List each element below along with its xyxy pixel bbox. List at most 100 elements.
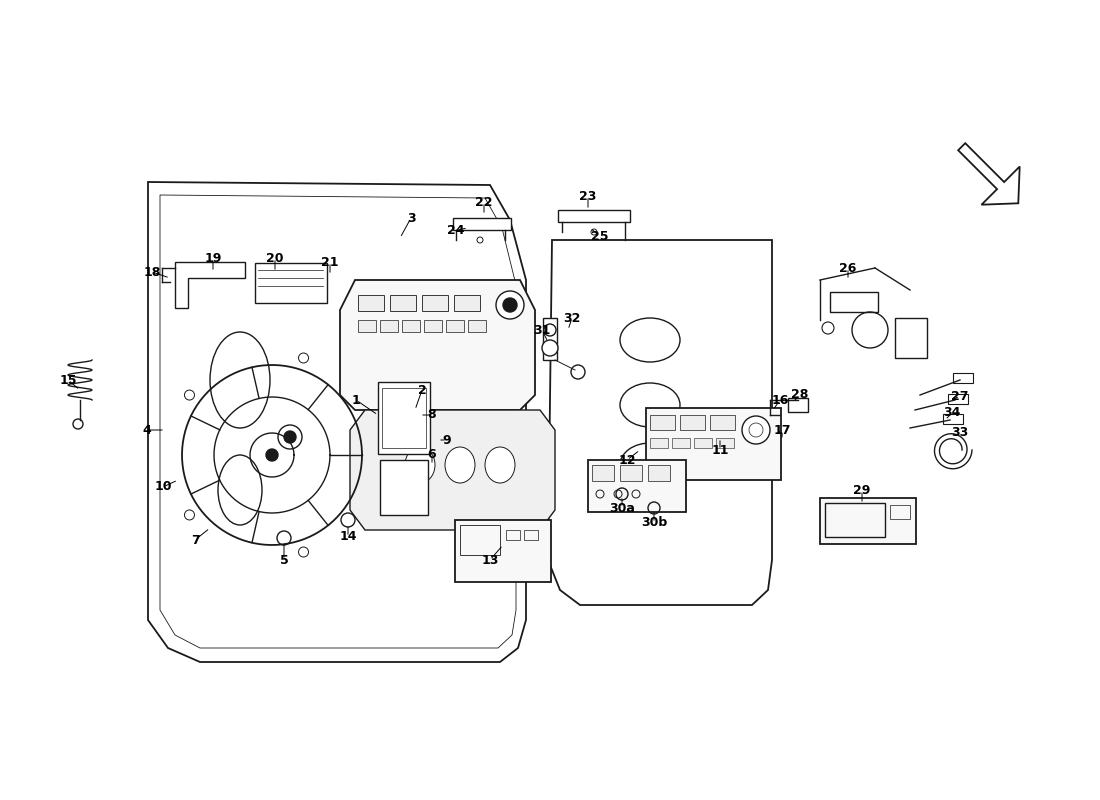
Bar	[424, 320, 442, 332]
Text: 30b: 30b	[641, 517, 667, 530]
Text: 27: 27	[952, 390, 969, 402]
Bar	[648, 465, 670, 481]
Bar	[948, 394, 968, 404]
Text: 21: 21	[321, 255, 339, 269]
Bar	[710, 415, 735, 430]
Bar	[620, 465, 642, 481]
Bar	[468, 320, 486, 332]
Bar	[506, 530, 520, 540]
Bar	[825, 503, 886, 537]
Text: 20: 20	[266, 251, 284, 265]
Bar	[558, 210, 630, 222]
Ellipse shape	[620, 318, 680, 362]
Text: 7: 7	[190, 534, 199, 546]
Bar	[943, 414, 962, 424]
Polygon shape	[958, 143, 1020, 205]
Bar	[255, 263, 327, 303]
Text: 15: 15	[59, 374, 77, 386]
Circle shape	[496, 291, 524, 319]
Bar	[358, 295, 384, 311]
Ellipse shape	[210, 332, 270, 428]
Circle shape	[768, 428, 782, 442]
Polygon shape	[340, 280, 535, 410]
Text: 29: 29	[854, 483, 871, 497]
Bar	[650, 438, 668, 448]
Text: 19: 19	[205, 251, 222, 265]
Bar	[446, 320, 464, 332]
Circle shape	[284, 431, 296, 443]
Ellipse shape	[218, 455, 262, 525]
Text: 23: 23	[580, 190, 596, 202]
Bar	[830, 292, 878, 312]
Text: 33: 33	[952, 426, 969, 438]
Bar	[524, 530, 538, 540]
Bar	[788, 398, 808, 412]
Bar	[680, 415, 705, 430]
Text: 6: 6	[428, 449, 437, 462]
Bar	[460, 525, 500, 555]
Bar	[716, 438, 734, 448]
Bar	[453, 218, 512, 230]
Text: 14: 14	[339, 530, 356, 543]
Bar	[422, 295, 448, 311]
Bar	[378, 382, 430, 454]
Circle shape	[73, 419, 82, 429]
Text: 34: 34	[944, 406, 960, 419]
Text: 24: 24	[448, 223, 464, 237]
Text: 2: 2	[418, 383, 427, 397]
Bar	[890, 505, 910, 519]
Bar	[379, 320, 398, 332]
Circle shape	[542, 340, 558, 356]
Text: 22: 22	[475, 195, 493, 209]
Bar	[358, 320, 376, 332]
Circle shape	[742, 416, 770, 444]
Ellipse shape	[446, 447, 475, 483]
Text: 12: 12	[618, 454, 636, 466]
Ellipse shape	[620, 443, 680, 487]
Bar	[455, 520, 551, 582]
Text: 32: 32	[563, 311, 581, 325]
Circle shape	[266, 449, 278, 461]
Bar	[820, 498, 916, 544]
Text: 18: 18	[143, 266, 161, 278]
Text: 11: 11	[712, 443, 728, 457]
Circle shape	[341, 513, 355, 527]
Bar	[895, 318, 927, 358]
Text: 17: 17	[773, 423, 791, 437]
Ellipse shape	[620, 383, 680, 427]
Bar	[379, 460, 428, 515]
Bar	[543, 318, 557, 360]
Bar	[588, 460, 686, 512]
Text: 4: 4	[143, 423, 152, 437]
Circle shape	[503, 298, 517, 312]
Bar	[592, 465, 614, 481]
Bar	[390, 295, 416, 311]
Text: 28: 28	[791, 389, 808, 402]
Text: 31: 31	[534, 323, 551, 337]
Bar	[694, 438, 712, 448]
Bar	[650, 415, 675, 430]
Bar	[672, 438, 690, 448]
Text: 10: 10	[154, 481, 172, 494]
Text: 25: 25	[592, 230, 608, 242]
Polygon shape	[350, 410, 556, 530]
Text: 8: 8	[428, 409, 437, 422]
Polygon shape	[548, 240, 772, 605]
Circle shape	[277, 531, 292, 545]
Text: 1: 1	[352, 394, 361, 406]
Text: 13: 13	[482, 554, 498, 566]
Bar	[953, 373, 974, 383]
Circle shape	[571, 365, 585, 379]
Bar	[402, 320, 420, 332]
Text: 30a: 30a	[609, 502, 635, 514]
Ellipse shape	[485, 447, 515, 483]
Text: 26: 26	[839, 262, 857, 274]
Text: 16: 16	[771, 394, 789, 406]
Circle shape	[544, 324, 556, 336]
Polygon shape	[148, 182, 526, 662]
Bar	[646, 408, 781, 480]
Bar	[454, 295, 480, 311]
Text: 9: 9	[442, 434, 451, 446]
Text: 5: 5	[279, 554, 288, 566]
Circle shape	[278, 425, 303, 449]
